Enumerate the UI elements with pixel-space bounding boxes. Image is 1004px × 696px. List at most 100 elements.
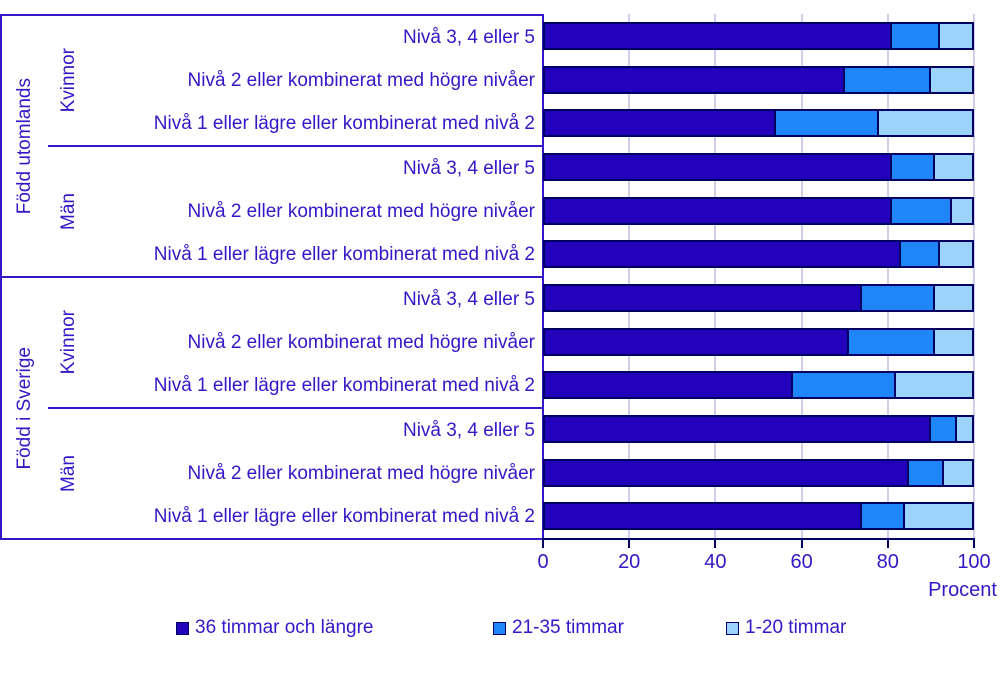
segment-36-timmar — [543, 502, 862, 531]
x-axis-tick — [542, 538, 544, 548]
subgroup-man: Män Nivå 3, 4 eller 5 Nivå 2 eller kombi… — [48, 409, 543, 538]
legend: 36 timmar och längre 21-35 timmar 1-20 t… — [0, 617, 1004, 639]
segment-1-20-timmar — [943, 458, 974, 487]
group-label: Född utomlands — [14, 77, 35, 215]
x-axis-tick-label: 100 — [957, 551, 991, 573]
x-axis-tick — [800, 538, 803, 548]
group-label-strip: Född utomlands — [2, 16, 48, 276]
row-label: Nivå 3, 4 eller 5 — [402, 157, 535, 179]
x-axis-tick — [714, 538, 717, 548]
row-label: Nivå 3, 4 eller 5 — [402, 419, 535, 441]
bar-row — [543, 363, 974, 407]
segment-36-timmar — [543, 283, 862, 312]
group-body: Kvinnor Nivå 3, 4 eller 5 Nivå 2 eller k… — [48, 278, 543, 538]
segment-36-timmar — [543, 371, 793, 400]
row-label: Nivå 3, 4 eller 5 — [402, 26, 535, 48]
legend-swatch-36-timmar-icon — [176, 621, 189, 635]
bar-sverige-man-niva2 — [543, 458, 974, 487]
segment-21-35-timmar — [844, 65, 931, 94]
segment-21-35-timmar — [861, 283, 936, 312]
segment-1-20-timmar — [939, 21, 974, 50]
subgroup-label-strip: Män — [48, 409, 90, 538]
gridline — [800, 14, 803, 538]
bar-sverige-man-niva345 — [543, 414, 974, 443]
segment-1-20-timmar — [935, 327, 974, 356]
segment-1-20-timmar — [935, 283, 974, 312]
gridline — [628, 14, 631, 538]
x-axis-tick-label: 80 — [876, 551, 899, 573]
segment-36-timmar — [543, 65, 845, 94]
subgroup-label: Kvinnor — [58, 48, 79, 113]
group-body: Kvinnor Nivå 3, 4 eller 5 Nivå 2 eller k… — [48, 16, 543, 276]
row-label: Nivå 1 eller lägre eller kombinerat med … — [153, 112, 535, 134]
x-axis-tick — [973, 538, 975, 548]
segment-36-timmar — [543, 21, 893, 50]
row-label: Nivå 2 eller kombinerat med högre nivåer — [187, 462, 535, 484]
x-axis-tick-label: 40 — [704, 551, 727, 573]
group-label-strip: Född i Sverige — [2, 278, 48, 538]
segment-1-20-timmar — [939, 240, 974, 269]
bar-utomlands-man-niva345 — [543, 152, 974, 181]
x-axis-title: Procent — [928, 579, 997, 601]
x-axis-tick-label: 0 — [537, 551, 549, 573]
segment-1-20-timmar — [879, 109, 974, 138]
segment-1-20-timmar — [930, 65, 974, 94]
row-labels: Nivå 3, 4 eller 5 Nivå 2 eller kombinera… — [90, 278, 543, 407]
row-label: Nivå 1 eller lägre eller kombinerat med … — [153, 505, 535, 527]
subgroup-label: Män — [58, 193, 79, 230]
x-axis-tick — [886, 538, 889, 548]
subgroup-label-strip: Kvinnor — [48, 16, 90, 145]
plot-area — [542, 14, 975, 538]
category-label-area: Född utomlands Kvinnor Nivå 3, 4 eller 5… — [0, 14, 543, 540]
segment-1-20-timmar — [952, 196, 974, 225]
bar-utomlands-kvinnor-niva345 — [543, 21, 974, 50]
gridline — [714, 14, 717, 538]
bar-row — [543, 145, 974, 189]
x-axis-tick — [628, 538, 631, 548]
segment-21-35-timmar — [861, 502, 906, 531]
segment-21-35-timmar — [900, 240, 940, 269]
legend-item-1-20-timmar: 1-20 timmar — [726, 617, 846, 639]
row-label: Nivå 2 eller kombinerat med högre nivåer — [187, 200, 535, 222]
bar-sverige-man-niva1 — [543, 502, 974, 531]
bar-row — [543, 189, 974, 233]
legend-item-21-35-timmar: 21-35 timmar — [493, 617, 624, 639]
segment-36-timmar — [543, 109, 776, 138]
gridlines — [543, 14, 975, 538]
x-axis-tick-label: 20 — [618, 551, 641, 573]
bar-row — [543, 58, 974, 102]
segment-1-20-timmar — [935, 152, 974, 181]
segment-36-timmar — [543, 414, 931, 443]
row-label: Nivå 1 eller lägre eller kombinerat med … — [153, 243, 535, 265]
segment-36-timmar — [543, 196, 893, 225]
subgroup-label-strip: Kvinnor — [48, 278, 90, 407]
bar-sverige-kvinnor-niva1 — [543, 371, 974, 400]
bar-utomlands-kvinnor-niva2 — [543, 65, 974, 94]
bar-row — [543, 407, 974, 451]
row-labels: Nivå 3, 4 eller 5 Nivå 2 eller kombinera… — [90, 409, 543, 538]
row-labels: Nivå 3, 4 eller 5 Nivå 2 eller kombinera… — [90, 147, 543, 276]
subgroup-kvinnor: Kvinnor Nivå 3, 4 eller 5 Nivå 2 eller k… — [48, 16, 543, 147]
x-axis-tick-label: 60 — [790, 551, 813, 573]
bar-rows — [543, 14, 974, 538]
legend-label: 21-35 timmar — [512, 617, 624, 638]
segment-21-35-timmar — [775, 109, 880, 138]
bar-row — [543, 232, 974, 276]
bar-sverige-kvinnor-niva345 — [543, 283, 974, 312]
segment-36-timmar — [543, 327, 849, 356]
subgroup-label: Kvinnor — [58, 310, 79, 375]
bar-row — [543, 14, 974, 58]
segment-21-35-timmar — [792, 371, 897, 400]
legend-swatch-1-20-timmar-icon — [726, 621, 739, 635]
group-label: Född i Sverige — [14, 346, 35, 470]
gridline — [886, 14, 889, 538]
x-axis-tick-labels: 0 20 40 60 80 100 — [537, 551, 990, 577]
row-labels: Nivå 3, 4 eller 5 Nivå 2 eller kombinera… — [90, 16, 543, 145]
row-label: Nivå 3, 4 eller 5 — [402, 288, 535, 310]
segment-1-20-timmar — [956, 414, 974, 443]
bar-row — [543, 451, 974, 495]
subgroup-label: Män — [58, 455, 79, 492]
bar-row — [543, 320, 974, 364]
gridline — [973, 14, 975, 538]
